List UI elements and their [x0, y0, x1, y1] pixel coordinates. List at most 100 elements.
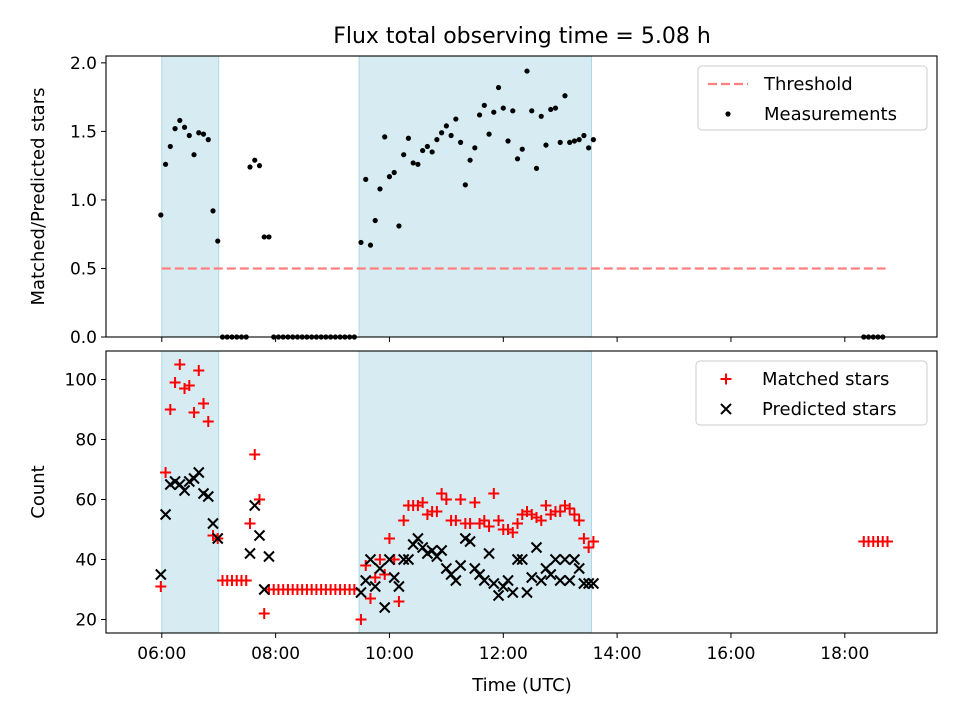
legend-box — [697, 65, 928, 131]
measurement-point — [181, 124, 188, 130]
matched-star-point — [160, 467, 172, 478]
matched-star-point — [258, 608, 270, 619]
matched-star-point — [450, 515, 462, 526]
measurement-point — [581, 132, 587, 139]
predicted-star-point — [568, 553, 581, 566]
matched-star-point — [155, 581, 167, 592]
matched-star-point — [554, 506, 566, 517]
measurement-point — [443, 123, 449, 129]
x-tick-label: 12:00 — [479, 644, 528, 664]
predicted-star-point — [578, 577, 590, 590]
predicted-star-point — [379, 601, 391, 614]
measurement-point — [543, 142, 549, 148]
measurement-point — [172, 126, 178, 132]
matched-star-point — [573, 515, 585, 526]
measurement-point — [514, 156, 521, 162]
measurement-point — [210, 208, 216, 214]
matched-star-point — [188, 407, 200, 418]
measurement-point — [491, 109, 497, 115]
matched-star-point — [369, 572, 381, 583]
predicted-star-point — [383, 553, 396, 566]
matched-star-point — [253, 494, 265, 505]
measurement-point — [524, 68, 530, 74]
matched-star-point — [169, 377, 181, 388]
predicted-star-point — [178, 484, 191, 497]
y-tick-label: 1.5 — [70, 122, 97, 142]
plot-frame — [105, 55, 938, 338]
predicted-star-point — [454, 559, 467, 572]
legend-measurement-swatch — [725, 111, 731, 117]
y-tick-label: 60 — [75, 491, 97, 511]
measurement-point — [472, 145, 478, 151]
matched-star-point — [193, 365, 205, 376]
predicted-star-point — [253, 529, 266, 542]
observing-interval-shade — [161, 350, 220, 634]
measurement-point — [457, 139, 464, 145]
matched-star-point — [379, 569, 391, 580]
predicted-star-point — [507, 586, 519, 599]
measurement-point — [505, 138, 511, 144]
matched-star-point — [587, 536, 599, 547]
measurement-point — [439, 130, 445, 136]
predicted-star-point — [258, 583, 270, 596]
predicted-star-point — [563, 574, 576, 587]
measurement-point — [448, 132, 454, 139]
predicted-star-point — [360, 574, 372, 587]
predicted-star-point — [249, 499, 261, 512]
measurement-point — [434, 137, 440, 143]
measurement-point — [586, 145, 592, 151]
legend: Matched stars Predicted stars — [695, 360, 928, 426]
count-panel: 20 40 60 80 100 06:00 08:00 10:00 12:00 14:00 16:0… — [28, 350, 938, 664]
ratio-panel: 0.0 0.5 1.0 1.5 2.0 Matched/Predicted stars Th… — [28, 54, 938, 348]
x-tick-label: 16:00 — [706, 644, 755, 664]
predicted-star-point — [159, 508, 172, 521]
matched-star-point — [393, 596, 405, 607]
measurement-point — [191, 152, 197, 158]
predicted-star-point — [435, 544, 448, 557]
y-tick-label: 80 — [75, 431, 97, 451]
measurement-point — [256, 163, 263, 169]
measurement-point — [548, 106, 554, 113]
measurement-point — [533, 165, 540, 171]
matched-star-point — [535, 515, 547, 526]
matched-star-point — [383, 533, 395, 544]
measurement-point — [162, 161, 169, 167]
observing-interval-shade — [358, 55, 593, 338]
matched-star-point — [483, 521, 495, 532]
y-tick-label: 100 — [65, 371, 97, 391]
predicted-star-point — [573, 562, 585, 575]
predicted-star-point — [516, 553, 528, 566]
predicted-star-point — [530, 541, 543, 554]
y-tick-label: 40 — [75, 551, 97, 571]
measurement-point — [495, 84, 502, 91]
measurement-point — [481, 102, 487, 108]
measurement-point — [562, 93, 568, 99]
measurement-point — [391, 169, 397, 176]
predicted-star-point — [526, 571, 538, 584]
measurement-point — [363, 176, 369, 182]
x-tick-label: 10:00 — [365, 644, 414, 664]
matched-star-point — [488, 488, 500, 499]
measurement-point — [510, 108, 516, 114]
y-axis-label: Matched/Predicted stars — [28, 88, 49, 306]
legend-box — [695, 360, 928, 426]
predicted-star-point — [488, 577, 500, 590]
predicted-star-point — [369, 580, 381, 593]
measurement-point — [538, 113, 544, 119]
matched-star-point — [478, 515, 490, 526]
measurement-point — [462, 182, 468, 188]
y-tick-label: 0.5 — [70, 259, 97, 279]
predicted-star-point — [582, 577, 595, 590]
legend-label: Measurements — [764, 104, 897, 125]
predicted-star-point — [450, 574, 462, 587]
predicted-star-point — [374, 562, 386, 575]
measurement-point — [410, 160, 416, 166]
predicted-star-point — [511, 553, 524, 566]
measurement-point — [252, 157, 258, 163]
y-tick-label: 2.0 — [70, 54, 97, 74]
legend-predicted-swatch — [720, 403, 732, 415]
measurement-point — [519, 146, 525, 152]
measurement-point — [467, 157, 473, 163]
matched-star-point — [564, 503, 576, 514]
matched-star-point — [455, 494, 467, 505]
